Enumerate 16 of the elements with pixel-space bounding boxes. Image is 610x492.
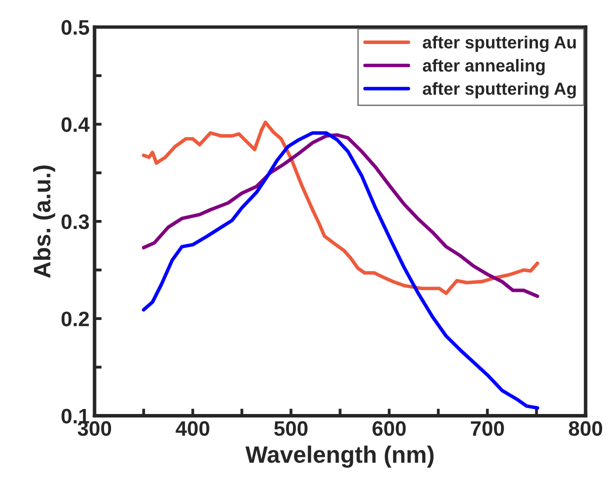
x-tick-label: 700 [470, 421, 504, 436]
x-tick-label: 600 [372, 421, 406, 436]
x-tick-label: 500 [274, 421, 308, 436]
x-tick-label: 800 [568, 421, 602, 436]
y-tick-label: 0.2 [62, 312, 89, 326]
legend-label: after sputtering Ag [422, 82, 576, 98]
y-tick-label: 0.5 [62, 20, 90, 35]
x-tick-label: 300 [78, 421, 112, 436]
legend-label: after sputtering Au [422, 36, 576, 52]
line-series [142, 131, 540, 410]
legend-label: after annealing [422, 58, 545, 76]
y-tick-label: 0.3 [62, 214, 89, 230]
y-axis-title: Abs. (a.u.) [33, 166, 56, 278]
y-tick-label: 0.4 [62, 117, 90, 132]
x-tick-label: 400 [176, 421, 210, 436]
x-axis-title: Wavelength (nm) [245, 446, 434, 468]
